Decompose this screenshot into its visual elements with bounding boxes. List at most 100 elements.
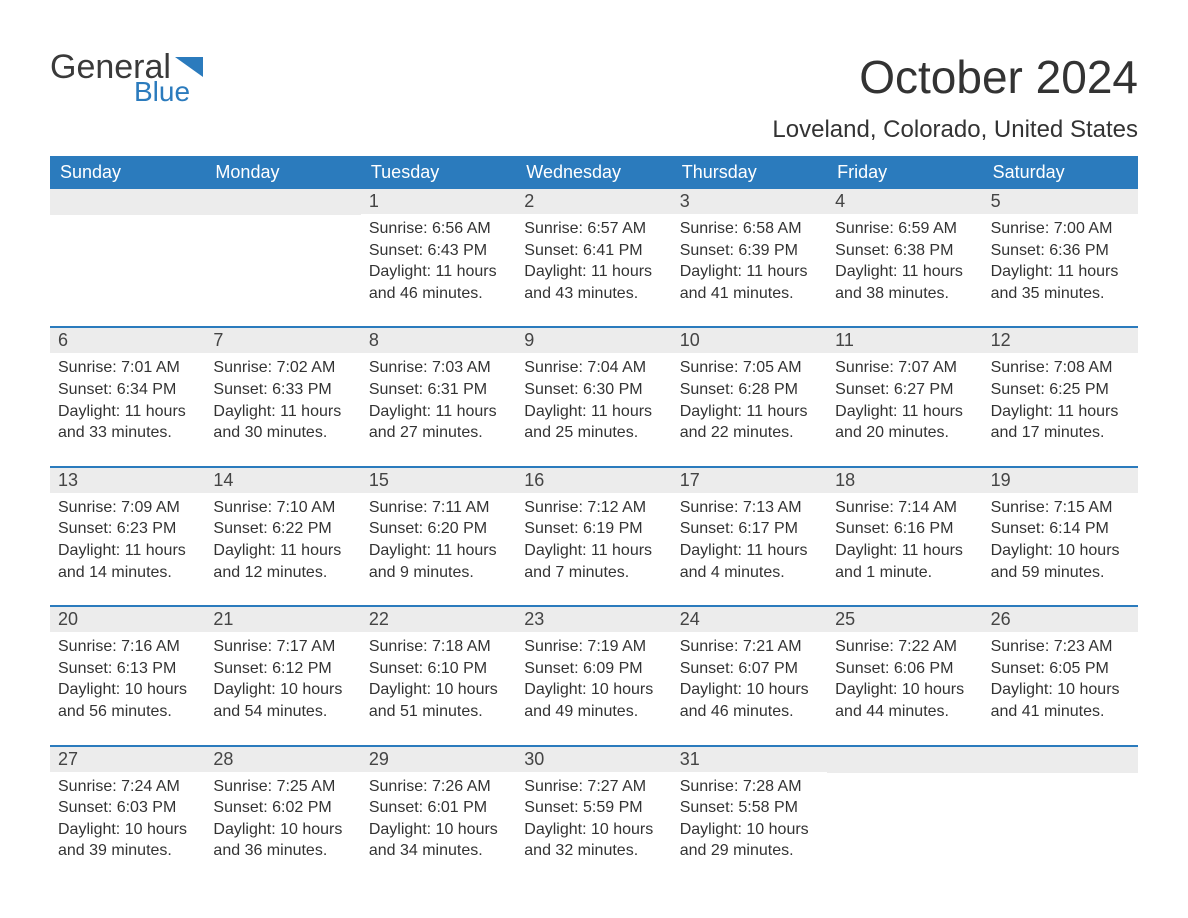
header: General Blue October 2024 Loveland, Colo…	[50, 50, 1138, 144]
day-cell-9: 9Sunrise: 7:04 AMSunset: 6:30 PMDaylight…	[516, 328, 671, 447]
sunrise-line: Sunrise: 7:14 AM	[835, 497, 974, 519]
day-details: Sunrise: 7:25 AMSunset: 6:02 PMDaylight:…	[205, 772, 360, 866]
sunset-line: Sunset: 6:27 PM	[835, 379, 974, 401]
sunset-line: Sunset: 6:16 PM	[835, 518, 974, 540]
day-number: 17	[672, 468, 827, 493]
daylight-line: Daylight: 11 hours and 4 minutes.	[680, 540, 819, 583]
sunset-line: Sunset: 6:12 PM	[213, 658, 352, 680]
sunset-line: Sunset: 6:23 PM	[58, 518, 197, 540]
day-number: 25	[827, 607, 982, 632]
day-number: 23	[516, 607, 671, 632]
sunrise-line: Sunrise: 7:05 AM	[680, 357, 819, 379]
week-row: 6Sunrise: 7:01 AMSunset: 6:34 PMDaylight…	[50, 326, 1138, 447]
day-cell-22: 22Sunrise: 7:18 AMSunset: 6:10 PMDayligh…	[361, 607, 516, 726]
daylight-line: Daylight: 11 hours and 1 minute.	[835, 540, 974, 583]
day-cell-30: 30Sunrise: 7:27 AMSunset: 5:59 PMDayligh…	[516, 747, 671, 866]
sunset-line: Sunset: 6:13 PM	[58, 658, 197, 680]
sunset-line: Sunset: 6:34 PM	[58, 379, 197, 401]
sunrise-line: Sunrise: 7:00 AM	[991, 218, 1130, 240]
logo-text-blue: Blue	[134, 78, 203, 106]
sunrise-line: Sunrise: 7:15 AM	[991, 497, 1130, 519]
day-details: Sunrise: 7:22 AMSunset: 6:06 PMDaylight:…	[827, 632, 982, 726]
sunrise-line: Sunrise: 6:57 AM	[524, 218, 663, 240]
day-number: 3	[672, 189, 827, 214]
day-cell-26: 26 Sunrise: 7:23 AMSunset: 6:05 PMDayligh…	[983, 607, 1138, 726]
daylight-line: Daylight: 10 hours and 29 minutes.	[680, 819, 819, 862]
sunset-line: Sunset: 6:38 PM	[835, 240, 974, 262]
day-number: 31	[672, 747, 827, 772]
day-number: 28	[205, 747, 360, 772]
sunrise-line: Sunrise: 7:21 AM	[680, 636, 819, 658]
day-number: 6	[50, 328, 205, 353]
day-number	[50, 189, 205, 215]
daylight-line: Daylight: 10 hours and 49 minutes.	[524, 679, 663, 722]
day-number: 4	[827, 189, 982, 214]
daylight-line: Daylight: 11 hours and 20 minutes.	[835, 401, 974, 444]
day-details: Sunrise: 7:13 AMSunset: 6:17 PMDaylight:…	[672, 493, 827, 587]
day-number: 13	[50, 468, 205, 493]
sunrise-line: Sunrise: 7:17 AM	[213, 636, 352, 658]
day-cell-17: 17Sunrise: 7:13 AMSunset: 6:17 PMDayligh…	[672, 468, 827, 587]
sunrise-line: Sunrise: 6:56 AM	[369, 218, 508, 240]
day-number: 2	[516, 189, 671, 214]
sunset-line: Sunset: 6:02 PM	[213, 797, 352, 819]
day-details: Sunrise: 7:03 AMSunset: 6:31 PMDaylight:…	[361, 353, 516, 447]
day-number: 14	[205, 468, 360, 493]
daylight-line: Daylight: 11 hours and 38 minutes.	[835, 261, 974, 304]
day-number: 21	[205, 607, 360, 632]
sunrise-line: Sunrise: 7:23 AM	[991, 636, 1130, 658]
daylight-line: Daylight: 10 hours and 41 minutes.	[991, 679, 1130, 722]
day-number: 22	[361, 607, 516, 632]
day-number: 9	[516, 328, 671, 353]
day-number: 8	[361, 328, 516, 353]
sunset-line: Sunset: 6:07 PM	[680, 658, 819, 680]
day-cell-13: 13Sunrise: 7:09 AMSunset: 6:23 PMDayligh…	[50, 468, 205, 587]
day-details: Sunrise: 7:01 AMSunset: 6:34 PMDaylight:…	[50, 353, 205, 447]
day-number: 29	[361, 747, 516, 772]
day-number: 5	[983, 189, 1138, 214]
sunrise-line: Sunrise: 7:07 AM	[835, 357, 974, 379]
day-cell-empty	[205, 189, 360, 308]
calendar: SundayMondayTuesdayWednesdayThursdayFrid…	[50, 156, 1138, 866]
daylight-line: Daylight: 11 hours and 27 minutes.	[369, 401, 508, 444]
day-header-thursday: Thursday	[672, 156, 827, 189]
daylight-line: Daylight: 11 hours and 30 minutes.	[213, 401, 352, 444]
daylight-line: Daylight: 11 hours and 41 minutes.	[680, 261, 819, 304]
daylight-line: Daylight: 11 hours and 25 minutes.	[524, 401, 663, 444]
day-header-sunday: Sunday	[50, 156, 205, 189]
week-row: 20Sunrise: 7:16 AMSunset: 6:13 PMDayligh…	[50, 605, 1138, 726]
sunrise-line: Sunrise: 7:09 AM	[58, 497, 197, 519]
day-header-friday: Friday	[827, 156, 982, 189]
daylight-line: Daylight: 10 hours and 59 minutes.	[991, 540, 1130, 583]
day-details: Sunrise: 6:59 AMSunset: 6:38 PMDaylight:…	[827, 214, 982, 308]
day-number: 11	[827, 328, 982, 353]
day-cell-1: 1Sunrise: 6:56 AMSunset: 6:43 PMDaylight…	[361, 189, 516, 308]
day-details: Sunrise: 7:15 AMSunset: 6:14 PMDaylight:…	[983, 493, 1138, 587]
day-details: Sunrise: 7:19 AMSunset: 6:09 PMDaylight:…	[516, 632, 671, 726]
daylight-line: Daylight: 11 hours and 43 minutes.	[524, 261, 663, 304]
day-details: Sunrise: 7:02 AMSunset: 6:33 PMDaylight:…	[205, 353, 360, 447]
day-cell-18: 18Sunrise: 7:14 AMSunset: 6:16 PMDayligh…	[827, 468, 982, 587]
daylight-line: Daylight: 10 hours and 56 minutes.	[58, 679, 197, 722]
daylight-line: Daylight: 11 hours and 7 minutes.	[524, 540, 663, 583]
day-number: 7	[205, 328, 360, 353]
day-number: 27	[50, 747, 205, 772]
sunrise-line: Sunrise: 6:58 AM	[680, 218, 819, 240]
sunset-line: Sunset: 6:05 PM	[991, 658, 1130, 680]
day-details: Sunrise: 7:04 AMSunset: 6:30 PMDaylight:…	[516, 353, 671, 447]
sunrise-line: Sunrise: 7:04 AM	[524, 357, 663, 379]
sunrise-line: Sunrise: 7:13 AM	[680, 497, 819, 519]
sunset-line: Sunset: 6:31 PM	[369, 379, 508, 401]
week-row: 1Sunrise: 6:56 AMSunset: 6:43 PMDaylight…	[50, 189, 1138, 308]
logo: General Blue	[50, 50, 203, 106]
day-number: 24	[672, 607, 827, 632]
day-number: 26	[983, 607, 1138, 632]
day-number: 12	[983, 328, 1138, 353]
day-number	[827, 747, 982, 773]
day-number: 30	[516, 747, 671, 772]
day-details: Sunrise: 7:27 AMSunset: 5:59 PMDaylight:…	[516, 772, 671, 866]
day-cell-8: 8Sunrise: 7:03 AMSunset: 6:31 PMDaylight…	[361, 328, 516, 447]
sunrise-line: Sunrise: 6:59 AM	[835, 218, 974, 240]
sunrise-line: Sunrise: 7:18 AM	[369, 636, 508, 658]
sunrise-line: Sunrise: 7:28 AM	[680, 776, 819, 798]
